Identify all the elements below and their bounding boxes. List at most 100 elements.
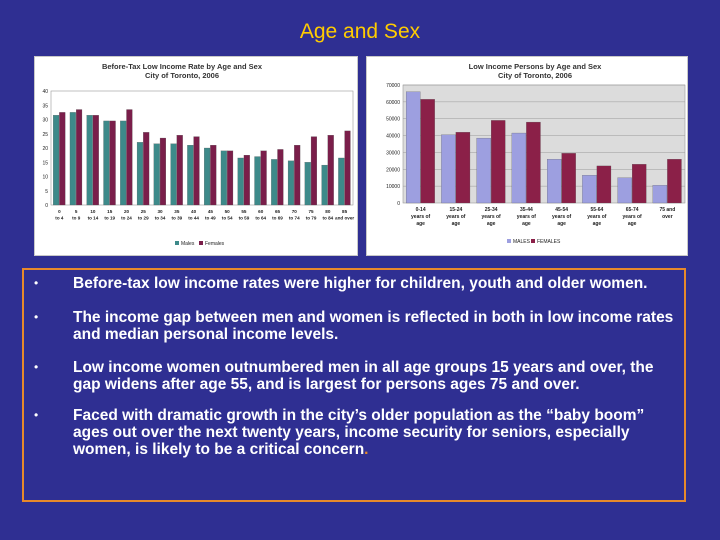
bar bbox=[103, 120, 110, 206]
y-tick-label: 30000 bbox=[386, 150, 400, 156]
x-tick-label: age bbox=[416, 221, 425, 227]
x-tick-label: years of bbox=[552, 214, 572, 220]
x-tick-label: 10 bbox=[90, 209, 96, 214]
x-tick-label: years of bbox=[446, 214, 466, 220]
x-tick-label: age bbox=[487, 221, 496, 227]
bar bbox=[667, 159, 682, 204]
x-tick-label: to 24 bbox=[121, 216, 132, 221]
x-tick-label: years of bbox=[411, 214, 431, 220]
y-tick-label: 20 bbox=[42, 146, 48, 152]
bar bbox=[596, 165, 612, 204]
bar bbox=[204, 147, 211, 206]
bar bbox=[441, 134, 456, 204]
x-tick-label: years of bbox=[482, 214, 502, 220]
y-tick-label: 35 bbox=[42, 103, 48, 109]
x-tick-label: age bbox=[522, 221, 531, 227]
legend-swatch bbox=[507, 239, 511, 243]
legend-label: Females bbox=[205, 241, 225, 247]
x-tick-label: 55 bbox=[241, 209, 247, 214]
chart-title: Before-Tax Low Income Rate by Age and Se… bbox=[102, 62, 263, 71]
bar bbox=[491, 120, 506, 204]
legend-swatch bbox=[531, 239, 535, 243]
bullet-text: Before-tax low income rates were higher … bbox=[73, 275, 648, 292]
bar bbox=[617, 177, 632, 204]
y-tick-label: 10000 bbox=[386, 184, 400, 190]
bar bbox=[652, 185, 668, 204]
x-tick-label: 65 bbox=[275, 209, 281, 214]
x-tick-label: 60 bbox=[258, 209, 264, 214]
x-tick-label: and over bbox=[335, 216, 354, 221]
x-tick-label: 75 bbox=[308, 209, 314, 214]
bar bbox=[294, 145, 301, 206]
x-tick-label: 50 bbox=[225, 209, 231, 214]
x-tick-label: to 14 bbox=[88, 216, 99, 221]
x-tick-label: years of bbox=[623, 214, 643, 220]
x-tick-label: to 29 bbox=[138, 216, 149, 221]
chart-subtitle: City of Toronto, 2006 bbox=[498, 71, 572, 80]
x-tick-label: 0-14 bbox=[416, 207, 426, 213]
y-tick-label: 40 bbox=[42, 89, 48, 95]
x-tick-label: years of bbox=[587, 214, 607, 220]
x-tick-label: 30 bbox=[157, 209, 163, 214]
x-tick-label: to 44 bbox=[188, 216, 199, 221]
x-tick-label: to 69 bbox=[272, 216, 283, 221]
bullet-glyph: • bbox=[34, 276, 39, 290]
bar bbox=[511, 132, 527, 204]
y-tick-label: 20000 bbox=[386, 167, 400, 173]
x-tick-label: 15-24 bbox=[449, 207, 462, 213]
x-tick-label: 45-54 bbox=[555, 207, 568, 213]
bar bbox=[260, 150, 267, 206]
bullet-text: Faced with dramatic growth in the city’s… bbox=[73, 407, 645, 458]
bar bbox=[220, 150, 227, 206]
x-tick-label: to 34 bbox=[155, 216, 166, 221]
bar bbox=[59, 112, 66, 206]
x-tick-label: over bbox=[662, 214, 673, 220]
bar bbox=[193, 136, 200, 206]
x-tick-label: to 59 bbox=[239, 216, 250, 221]
bar bbox=[109, 120, 116, 206]
x-tick-label: 25 bbox=[141, 209, 147, 214]
y-tick-label: 5 bbox=[45, 189, 48, 195]
bar bbox=[526, 121, 541, 204]
bar bbox=[227, 150, 234, 206]
bar bbox=[304, 162, 311, 206]
bar bbox=[136, 142, 144, 206]
bar bbox=[277, 149, 284, 206]
bar bbox=[210, 145, 217, 206]
bar bbox=[170, 143, 177, 206]
bar bbox=[327, 135, 334, 206]
bullet-text: The income gap between men and women is … bbox=[73, 309, 674, 343]
bullet-list: • Before-tax low income rates were highe… bbox=[24, 274, 684, 458]
x-tick-label: to 39 bbox=[171, 216, 182, 221]
legend-label: FEMALES bbox=[537, 239, 561, 245]
bar bbox=[420, 99, 435, 204]
bar bbox=[143, 132, 150, 206]
bar bbox=[159, 137, 166, 206]
bar bbox=[476, 137, 491, 204]
x-tick-label: to 9 bbox=[72, 216, 81, 221]
chart-title: Low Income Persons by Age and Sex bbox=[469, 62, 603, 71]
x-tick-label: to 84 bbox=[322, 216, 333, 221]
bar bbox=[310, 136, 317, 206]
y-tick-label: 50000 bbox=[386, 117, 400, 123]
bar bbox=[153, 143, 160, 206]
bar bbox=[187, 145, 194, 206]
bullet-glyph: • bbox=[34, 310, 39, 324]
x-tick-label: 5 bbox=[75, 209, 78, 214]
bullet-box: • Before-tax low income rates were highe… bbox=[22, 268, 686, 502]
x-tick-label: to 54 bbox=[222, 216, 233, 221]
bullet-item: • Faced with dramatic growth in the city… bbox=[24, 407, 684, 458]
bar bbox=[287, 160, 295, 206]
x-tick-label: 15 bbox=[107, 209, 113, 214]
x-tick-label: to 19 bbox=[104, 216, 115, 221]
bar bbox=[561, 153, 576, 204]
x-tick-label: 40 bbox=[191, 209, 197, 214]
x-tick-label: age bbox=[628, 221, 637, 227]
chart-low-income-rate: Before-Tax Low Income Rate by Age and Se… bbox=[34, 56, 358, 256]
legend-label: Males bbox=[181, 241, 195, 247]
y-tick-label: 25 bbox=[42, 132, 48, 138]
chart-subtitle: City of Toronto, 2006 bbox=[145, 71, 219, 80]
x-tick-label: age bbox=[452, 221, 461, 227]
bullet-text: Low income women outnumbered men in all … bbox=[73, 359, 654, 393]
bar bbox=[406, 91, 421, 204]
